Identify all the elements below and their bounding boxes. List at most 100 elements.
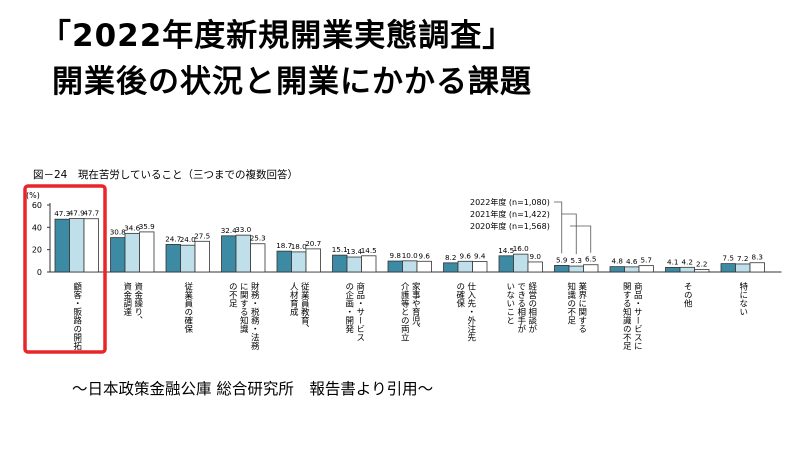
data-label: 9.0 xyxy=(530,252,542,261)
data-label: 9.6 xyxy=(419,251,431,260)
category-label: に関する知識 xyxy=(238,282,248,334)
bar xyxy=(291,251,307,273)
y-unit-label: (%) xyxy=(26,191,40,200)
bar xyxy=(165,244,181,273)
bar xyxy=(139,231,155,273)
bar xyxy=(720,263,736,273)
figure-caption: 図－24 現在苦労していること（三つまでの複数回答） xyxy=(33,169,299,181)
legend-entry: 2020年度 (n=1,568) xyxy=(470,221,550,231)
data-label: 4.8 xyxy=(612,257,624,266)
data-label: 35.9 xyxy=(139,222,155,231)
bar xyxy=(110,237,126,273)
bar xyxy=(346,256,362,273)
data-label: 14.5 xyxy=(361,246,377,255)
bar xyxy=(124,232,140,273)
data-label: 4.1 xyxy=(667,257,678,266)
data-label: 15.1 xyxy=(332,245,348,254)
y-tick-label: 20 xyxy=(32,246,42,255)
data-label: 14.5 xyxy=(498,246,514,255)
category-label: 人材育成 xyxy=(288,282,298,317)
category-label: 従業員教育、 xyxy=(299,281,309,333)
category-label: 財務・税務・法務 xyxy=(249,281,259,351)
data-label: 34.6 xyxy=(124,223,140,232)
data-label: 18.7 xyxy=(276,241,292,250)
bar xyxy=(638,265,654,273)
source-footer: ～日本政策金融公庫 総合研究所 報告書より引用～ xyxy=(72,380,434,398)
data-label: 24.0 xyxy=(180,235,196,244)
category-label: 従業員の確保 xyxy=(183,281,193,334)
category-label: の企画・開発 xyxy=(344,282,354,334)
data-label: 10.0 xyxy=(402,251,418,260)
data-label: 4.2 xyxy=(682,257,693,266)
category-label: 特にない xyxy=(738,281,748,316)
bar xyxy=(554,265,570,273)
bar xyxy=(387,260,403,273)
bar xyxy=(735,263,751,273)
data-label: 5.9 xyxy=(556,255,568,264)
bar xyxy=(332,254,348,273)
data-label: 47.9 xyxy=(69,209,85,218)
highlight-frame xyxy=(23,184,107,354)
bar xyxy=(749,262,765,273)
bar xyxy=(443,262,459,273)
bar xyxy=(694,269,710,273)
data-label: 30.8 xyxy=(110,228,126,237)
category-label: 家事や育児、 xyxy=(410,281,420,333)
data-label: 18.0 xyxy=(291,242,307,251)
bar xyxy=(513,253,529,273)
bar xyxy=(221,235,237,273)
legend-leader-line xyxy=(562,213,577,255)
legend-leader-line xyxy=(570,225,592,253)
data-label: 6.5 xyxy=(585,255,596,264)
legend-entry: 2021年度 (n=1,422) xyxy=(470,209,550,219)
category-label: その他 xyxy=(682,282,692,308)
bar xyxy=(527,261,543,273)
data-label: 20.7 xyxy=(305,239,321,248)
y-tick-label: 0 xyxy=(37,268,42,277)
bar xyxy=(69,218,85,273)
slide-title-line1: 「2022年度新規開業実態調査」 xyxy=(40,18,515,54)
bar xyxy=(498,255,514,273)
category-label: 商品・サービス xyxy=(355,281,365,341)
bar xyxy=(457,260,473,273)
data-label: 47.7 xyxy=(83,209,99,218)
data-label: 33.0 xyxy=(235,225,251,234)
bar xyxy=(609,266,625,273)
category-label: 業界に関する xyxy=(577,281,587,333)
data-label: 2.2 xyxy=(696,260,707,269)
category-label: 資金繰り、 xyxy=(133,281,143,324)
data-label: 5.7 xyxy=(641,256,652,265)
bar xyxy=(472,261,488,273)
category-label: 仕入先・外注先 xyxy=(466,281,476,342)
data-label: 25.3 xyxy=(250,234,266,243)
bar xyxy=(305,248,321,273)
bar xyxy=(250,243,266,273)
data-label: 9.4 xyxy=(474,252,486,261)
data-label: 9.6 xyxy=(460,251,472,260)
category-label: できる相手が xyxy=(516,282,526,333)
data-label: 4.6 xyxy=(626,257,638,266)
data-label: 9.8 xyxy=(390,251,402,260)
bar xyxy=(416,260,432,273)
category-label: 介護等との両立 xyxy=(399,282,409,342)
bar xyxy=(665,267,681,273)
data-label: 13.4 xyxy=(346,247,362,256)
bar xyxy=(568,265,584,273)
data-label: 7.5 xyxy=(723,254,734,263)
y-tick-label: 60 xyxy=(32,201,42,210)
bar xyxy=(54,218,70,273)
category-label: 関する知識の不足 xyxy=(621,282,631,351)
category-label: 商品・サービスに xyxy=(632,281,642,350)
legend-entry: 2022年度 (n=1,080) xyxy=(470,197,550,207)
category-label: 知識の不足 xyxy=(566,281,576,325)
data-label: 8.2 xyxy=(445,253,456,262)
data-label: 47.3 xyxy=(54,209,70,218)
bar xyxy=(583,264,599,273)
bar xyxy=(276,250,292,273)
data-label: 16.0 xyxy=(513,244,529,253)
category-label: 資金調達 xyxy=(122,281,132,317)
bar xyxy=(361,255,377,273)
category-label: 顧客・販路の開拓 xyxy=(72,281,82,351)
data-label: 27.5 xyxy=(194,231,210,240)
